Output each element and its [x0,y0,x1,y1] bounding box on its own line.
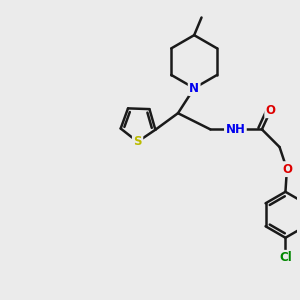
Text: O: O [282,163,292,176]
Text: Cl: Cl [279,251,292,264]
Text: NH: NH [226,123,245,136]
Text: S: S [133,135,142,148]
Text: O: O [266,104,276,117]
Text: N: N [189,82,199,95]
